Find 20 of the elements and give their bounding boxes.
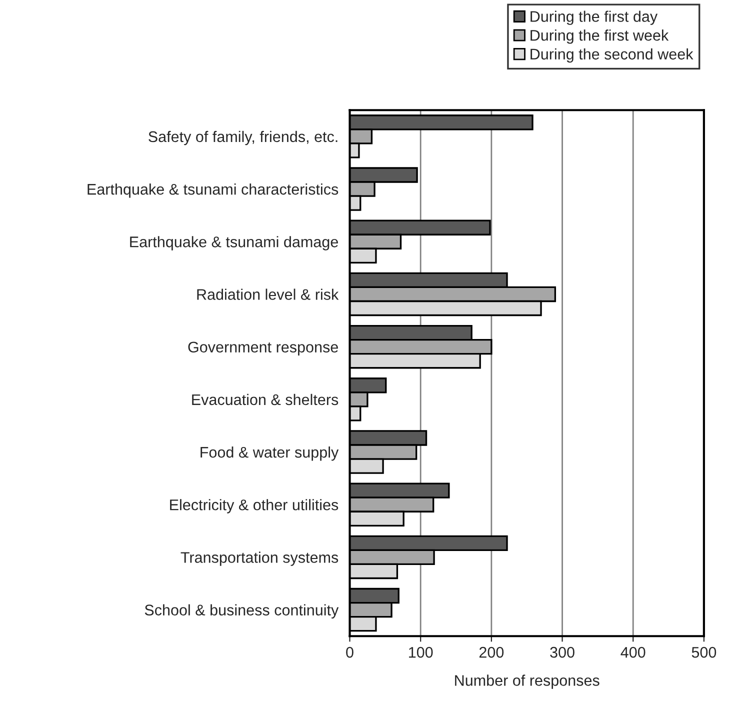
y-tick-label: Transportation systems (180, 552, 338, 566)
y-tick-label: Evacuation & shelters (192, 394, 338, 406)
x-axis-title: Number of responses (455, 674, 600, 689)
legend-label: During the first week (530, 30, 669, 44)
x-tick-label: 200 (479, 646, 504, 658)
x-tick-label: 500 (692, 646, 716, 658)
y-tick-label: Earthquake & tsunami characteristics (88, 183, 338, 198)
x-tick-label: 300 (550, 646, 574, 658)
y-tick-label: Radiation level & risk (197, 288, 339, 300)
x-tick-label: 400 (620, 646, 646, 658)
x-tick-label: 0 (346, 646, 354, 658)
y-tick-label: Government response (188, 342, 338, 356)
x-tick-label: 100 (409, 646, 433, 658)
y-tick-label: Earthquake & tsunami damage (130, 236, 338, 250)
y-tick-label: Food & water supply (200, 446, 339, 461)
legend-label: During the first day (530, 10, 658, 25)
y-tick-label: Safety of family, friends, etc. (148, 130, 338, 146)
y-tick-label: Electricity & other utilities (170, 499, 338, 514)
y-tick-label: School & business continuity (144, 604, 339, 619)
legend-label: During the second week (530, 48, 694, 63)
